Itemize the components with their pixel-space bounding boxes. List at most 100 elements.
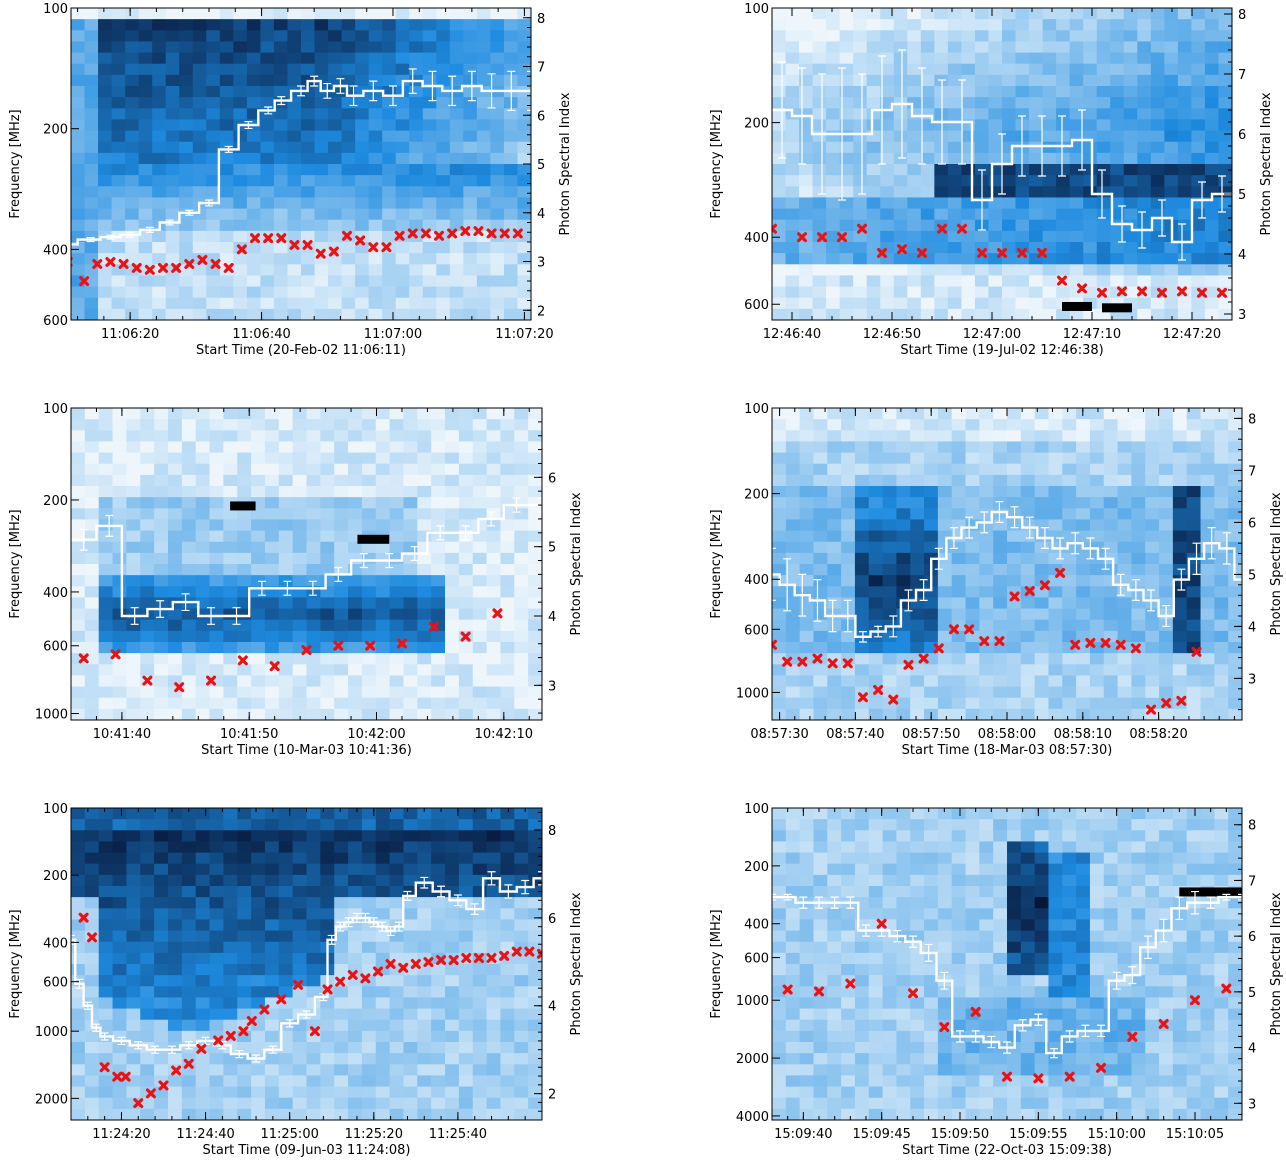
spectrogram-cell — [1042, 297, 1057, 310]
spectrogram-cell — [924, 664, 939, 677]
spectrogram-cell — [431, 597, 446, 610]
spectrogram-cell — [853, 130, 868, 143]
spectrogram-cell — [1123, 230, 1138, 243]
spectrogram-cell — [403, 642, 418, 654]
spectrogram-cell — [355, 52, 370, 65]
spectrogram-cell — [126, 497, 141, 509]
spectrogram-cell — [517, 108, 531, 121]
spectrogram-cell — [772, 8, 787, 20]
spectrogram-cell — [1200, 474, 1215, 487]
spectrogram-cell — [1103, 541, 1119, 554]
error-bar — [889, 615, 898, 638]
spectrogram-cell — [223, 874, 238, 887]
spectrogram-cell — [209, 463, 224, 476]
spectrogram-cell — [181, 474, 197, 487]
spectrogram-cell — [514, 708, 529, 720]
spectrogram-cell — [868, 586, 884, 599]
spectrogram-cell — [84, 175, 99, 187]
spectrogram-cell — [292, 630, 308, 643]
spectrogram-cell — [503, 297, 519, 310]
spectrogram-cell — [517, 297, 531, 310]
spectrogram-cell — [1200, 675, 1215, 688]
spectrogram-cell — [206, 30, 221, 43]
spectrogram-cell — [1214, 697, 1229, 710]
spectrogram-cell — [486, 586, 502, 599]
spectrogram-cell — [1164, 30, 1179, 43]
spectrogram-cell — [306, 941, 321, 954]
spectrogram-cell — [209, 986, 224, 999]
spectrogram-cell — [1218, 164, 1232, 176]
spectrogram-cell — [209, 575, 224, 587]
spectrogram-cell — [409, 264, 424, 277]
spectrogram-cell — [1172, 675, 1188, 688]
error-bar — [898, 49, 906, 159]
spectrogram-cell — [1015, 74, 1030, 87]
spectrogram-cell — [403, 430, 418, 443]
spectrogram-cell — [273, 152, 289, 165]
spectrogram-cell — [154, 1042, 169, 1054]
y2-tick-label: 5 — [537, 158, 545, 173]
spectrogram-cell — [961, 86, 976, 98]
spectrogram-cell — [417, 575, 432, 587]
spectrogram-cell — [192, 41, 207, 54]
spectrogram-cell — [772, 41, 787, 54]
spectrogram-cell — [125, 164, 140, 176]
spectrogram-cell — [98, 908, 114, 921]
spectrogram-cell — [140, 508, 155, 521]
spectrogram-cell — [306, 441, 321, 454]
spectrogram-cell — [138, 63, 153, 76]
spectrogram-cell — [1228, 463, 1242, 476]
spectrogram-cell — [868, 697, 884, 710]
spectrogram-cell — [934, 164, 949, 176]
spectrogram-cell — [287, 19, 302, 31]
error-bar — [207, 607, 216, 625]
spectrogram-cell — [907, 19, 922, 31]
spectrogram-cell — [154, 686, 169, 699]
spectrogram-cell — [458, 463, 474, 476]
spectrogram-cell — [167, 1019, 183, 1032]
spectrogram-cell — [1228, 530, 1242, 543]
spectrogram-cell — [98, 97, 113, 109]
spectrogram-cell — [1204, 242, 1220, 254]
spectrogram-cell — [988, 108, 1003, 121]
spectrogram-cell — [98, 197, 113, 210]
spectrogram-cell — [154, 452, 169, 465]
spectrogram-cell — [138, 119, 153, 132]
spectrogram-cell — [841, 664, 856, 677]
spectrogram-cell — [826, 119, 841, 132]
spectrogram-cell — [1145, 564, 1160, 576]
spectrogram-cell — [517, 286, 531, 299]
spectrogram-cell — [237, 419, 252, 431]
spectrogram-cell — [1123, 197, 1138, 210]
spectrogram-cell — [1042, 141, 1057, 154]
spectrogram-cell — [154, 1108, 169, 1120]
error-bar — [1178, 223, 1186, 261]
spectrogram-cell — [179, 141, 194, 154]
spectrogram-cell — [947, 152, 963, 165]
spectrogram-cell — [219, 52, 234, 65]
spectrogram-cell — [458, 541, 474, 554]
spectrogram-cell — [341, 8, 356, 20]
spectrogram-cell — [395, 219, 410, 232]
spectrogram-cell — [1089, 530, 1105, 543]
spectrogram-cell — [1218, 275, 1232, 288]
spectrogram-cell — [1015, 175, 1030, 187]
spectrogram-cell — [237, 675, 252, 688]
spectrogram-cell — [422, 41, 437, 54]
frequency-marker — [979, 636, 990, 647]
spectrogram-cell — [907, 230, 922, 243]
spectrogram-cell — [896, 708, 911, 720]
spectrogram-cell — [71, 19, 86, 31]
spectrogram-cell — [813, 564, 828, 576]
spectral-index-line — [71, 79, 531, 246]
spectrogram-cell — [355, 130, 370, 143]
spectrogram-cell — [514, 630, 529, 643]
error-bar — [205, 199, 213, 207]
y-tick-label: 400 — [744, 573, 769, 588]
spectrogram-cell — [395, 308, 410, 320]
spectrogram-cell — [292, 841, 308, 854]
spectrogram-cell — [306, 841, 321, 854]
spectrogram-cell — [799, 419, 815, 431]
spectrogram-cell — [209, 874, 224, 887]
spectrogram-cell — [1150, 19, 1165, 31]
